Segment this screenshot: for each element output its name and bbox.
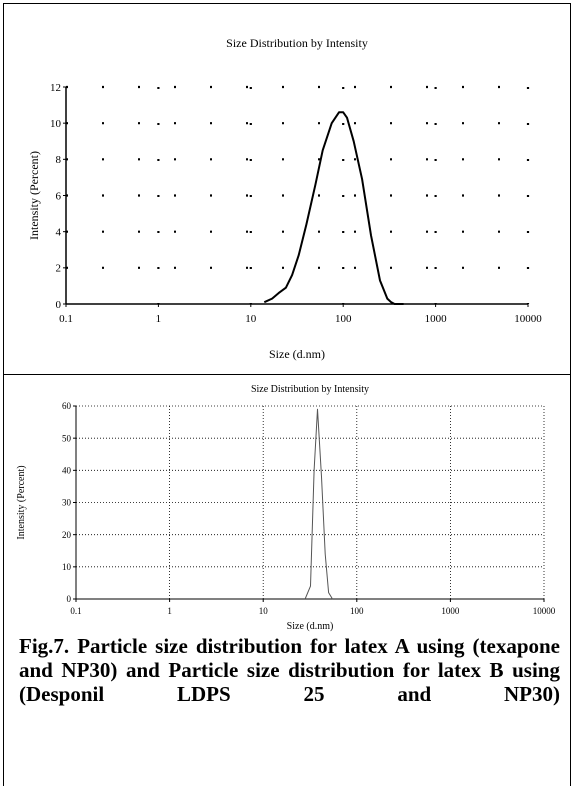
y-tick-label: 0	[67, 594, 72, 604]
chart-title: Size Distribution by Intensity	[226, 36, 368, 50]
x-tick-label: 10	[259, 606, 269, 616]
y-axis-label: Intensity (Percent)	[27, 151, 41, 240]
y-tick-label: 12	[50, 82, 61, 94]
chart-divider	[4, 374, 571, 375]
x-axis-label: Size (d.nm)	[269, 347, 325, 361]
x-tick-label: 1000	[441, 606, 460, 616]
y-tick-label: 6	[56, 190, 62, 202]
y-tick-label: 2	[56, 263, 62, 275]
x-tick-label: 10000	[514, 313, 542, 325]
series-line	[304, 408, 333, 600]
y-axis-label: Intensity (Percent)	[16, 465, 27, 539]
chart-b: Size Distribution by Intensity 0 10 20 30 40 5…	[16, 384, 556, 632]
y-tick-label: 10	[62, 562, 72, 572]
y-tick-label: 8	[56, 154, 62, 166]
x-tick-label: 0.1	[59, 313, 73, 325]
x-tick-label: 100	[335, 313, 352, 325]
y-tick-label: 40	[62, 465, 72, 475]
y-tick-label: 20	[62, 530, 72, 540]
x-tick-label: 1000	[425, 313, 448, 325]
figure-frame	[3, 3, 571, 786]
y-tick-label: 30	[62, 498, 72, 508]
series-line	[263, 111, 404, 305]
x-axis-label: Size (d.nm)	[287, 621, 334, 632]
x-tick-label: 1	[156, 313, 162, 325]
x-tick-label: 100	[350, 606, 364, 616]
chart-title: Size Distribution by Intensity	[251, 384, 369, 395]
chart-a: Size Distribution by Intensity 0 2 4 6 8 10 12 0…	[27, 36, 542, 361]
y-tick-label: 10	[50, 118, 62, 130]
x-tick-label: 0.1	[70, 606, 81, 616]
y-tick-label: 0	[56, 299, 62, 311]
y-tick-label: 4	[56, 227, 62, 239]
y-tick-label: 60	[62, 401, 72, 411]
x-tick-label: 10000	[533, 606, 556, 616]
y-tick-label: 50	[62, 433, 72, 443]
x-tick-label: 1	[167, 606, 172, 616]
x-tick-label: 10	[245, 313, 257, 325]
figure-caption: Fig.7. Particle size distribution for la…	[19, 634, 560, 706]
